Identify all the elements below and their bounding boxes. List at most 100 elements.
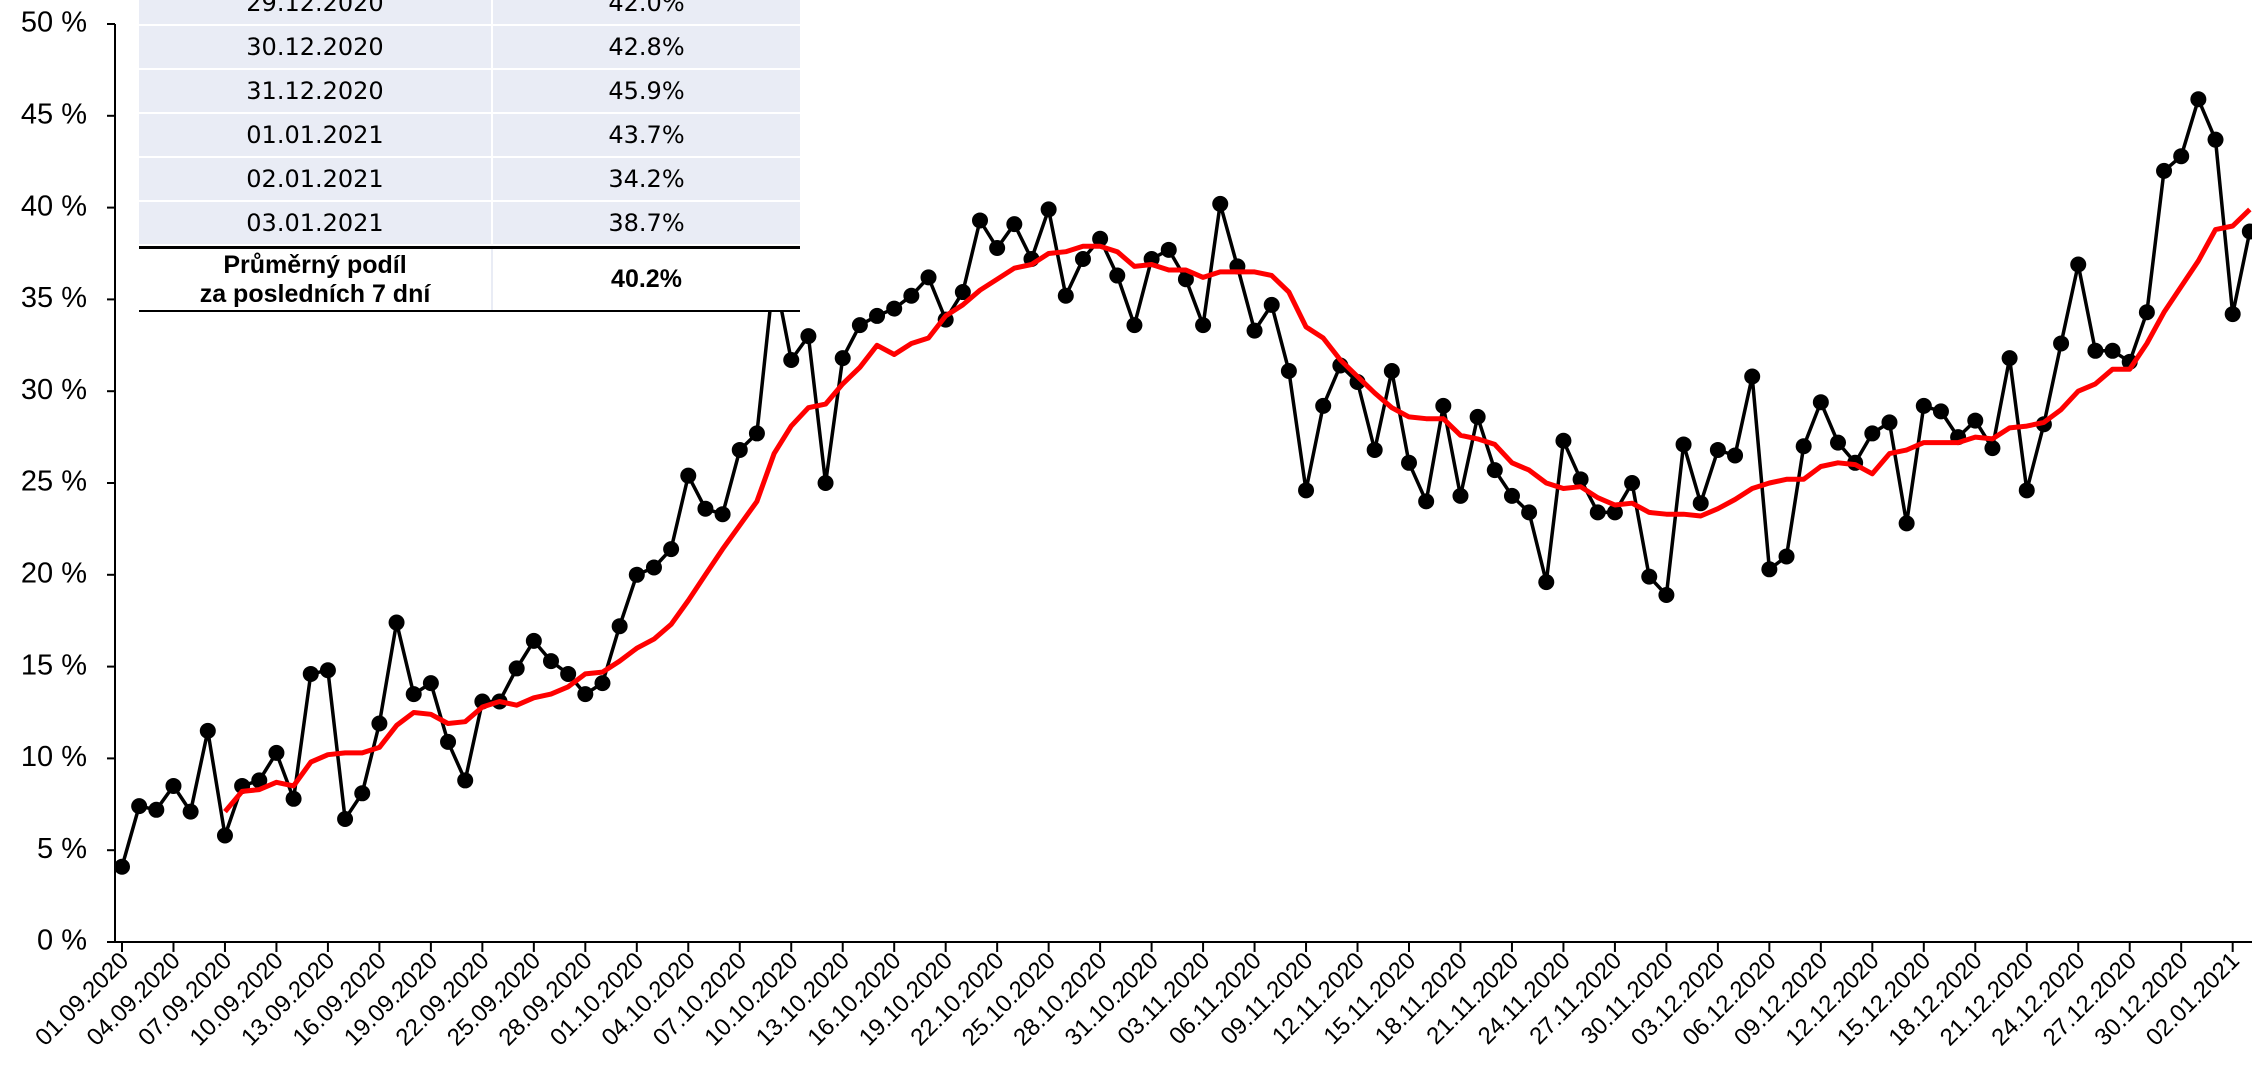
y-tick-label: 10 % xyxy=(21,741,87,773)
data-point xyxy=(1503,487,1520,504)
data-point xyxy=(1315,397,1332,414)
data-point xyxy=(1624,475,1641,491)
data-point xyxy=(1744,368,1761,385)
data-point xyxy=(1675,436,1692,453)
data-point xyxy=(543,653,559,670)
data-point xyxy=(131,798,148,815)
data-point xyxy=(1932,403,1949,420)
date-cell: 03.01.2021 xyxy=(139,202,493,244)
share-cell: 38.7% xyxy=(608,209,685,237)
data-point xyxy=(2156,162,2173,179)
data-point xyxy=(1263,296,1280,313)
y-tick-label: 35 % xyxy=(21,282,87,314)
date-cell: 31.12.2020 xyxy=(139,70,493,112)
data-point xyxy=(560,665,577,682)
data-point xyxy=(508,660,525,677)
data-point xyxy=(114,858,130,875)
data-point xyxy=(1984,440,2001,457)
data-point xyxy=(285,790,302,807)
data-point xyxy=(440,733,457,750)
data-point xyxy=(1452,487,1469,504)
data-point xyxy=(268,744,285,761)
data-point xyxy=(1778,548,1795,565)
data-point xyxy=(525,632,542,649)
table-row: 29.12.2020 42.0% xyxy=(139,0,800,26)
data-point xyxy=(628,566,645,583)
data-point xyxy=(2001,350,2018,367)
data-point xyxy=(1057,287,1074,304)
y-tick-label: 5 % xyxy=(37,833,87,865)
data-point xyxy=(2087,342,2104,359)
data-point xyxy=(594,675,611,692)
data-point xyxy=(2173,148,2190,165)
y-tick-label: 45 % xyxy=(21,98,87,130)
data-point xyxy=(611,618,628,635)
data-point xyxy=(1280,363,1297,380)
data-point xyxy=(1092,230,1109,247)
data-point xyxy=(1864,425,1881,442)
data-point xyxy=(1486,462,1503,479)
data-point xyxy=(1177,271,1194,288)
table-row: 30.12.2020 42.8% xyxy=(139,26,800,70)
date-cell: 29.12.2020 xyxy=(139,0,493,24)
data-point xyxy=(1521,504,1538,521)
date-cell: 01.01.2021 xyxy=(139,114,493,156)
data-point xyxy=(422,675,439,692)
data-point xyxy=(1812,394,1829,411)
data-point xyxy=(2053,335,2070,352)
data-point xyxy=(1538,574,1555,591)
data-point xyxy=(954,284,971,301)
share-cell: 34.2% xyxy=(608,165,685,193)
y-tick-label: 15 % xyxy=(21,649,87,681)
data-point xyxy=(182,803,199,820)
data-point xyxy=(817,475,834,491)
data-point xyxy=(2018,482,2035,499)
data-point xyxy=(1435,397,1452,414)
data-point xyxy=(834,350,851,367)
data-point xyxy=(1126,317,1143,334)
share-cell: 42.8% xyxy=(608,33,685,61)
footer-label: Průměrný podíl za posledních 7 dní xyxy=(139,249,493,310)
data-point xyxy=(697,500,714,517)
data-point xyxy=(1195,317,1212,334)
data-point xyxy=(800,328,817,345)
data-point xyxy=(2104,342,2121,359)
data-point xyxy=(388,614,405,631)
data-point xyxy=(577,686,594,703)
y-tick-label: 0 % xyxy=(37,925,87,957)
date-cell: 30.12.2020 xyxy=(139,26,493,68)
data-point xyxy=(405,686,422,703)
data-point xyxy=(302,665,319,682)
data-point xyxy=(199,722,216,739)
data-point xyxy=(783,351,800,368)
data-point xyxy=(1246,322,1263,339)
data-point xyxy=(645,559,662,576)
data-point xyxy=(1040,201,1057,218)
data-point xyxy=(2190,91,2207,108)
data-point xyxy=(1298,482,1315,499)
footer-label-line: Průměrný podíl xyxy=(223,250,407,279)
data-point xyxy=(1898,515,1915,532)
data-point xyxy=(1401,454,1417,471)
data-point xyxy=(337,810,354,827)
data-point xyxy=(251,772,268,789)
table-row: 31.12.2020 45.9% xyxy=(139,70,800,114)
date-cell: 02.01.2021 xyxy=(139,158,493,200)
data-point xyxy=(1006,216,1023,233)
data-point xyxy=(1795,438,1812,455)
data-point xyxy=(148,801,165,818)
data-point xyxy=(1418,493,1435,510)
data-point xyxy=(2241,223,2252,240)
data-point xyxy=(216,827,233,844)
data-point xyxy=(731,441,748,458)
data-point xyxy=(1366,441,1383,458)
footer-label-line: za posledních 7 dní xyxy=(199,279,431,308)
data-point xyxy=(663,541,680,558)
y-tick-label: 20 % xyxy=(21,557,87,589)
data-point xyxy=(680,467,697,484)
data-point xyxy=(1692,495,1709,512)
data-point xyxy=(1469,408,1486,425)
table-row: 02.01.2021 34.2% xyxy=(139,158,800,202)
data-point xyxy=(748,425,765,442)
